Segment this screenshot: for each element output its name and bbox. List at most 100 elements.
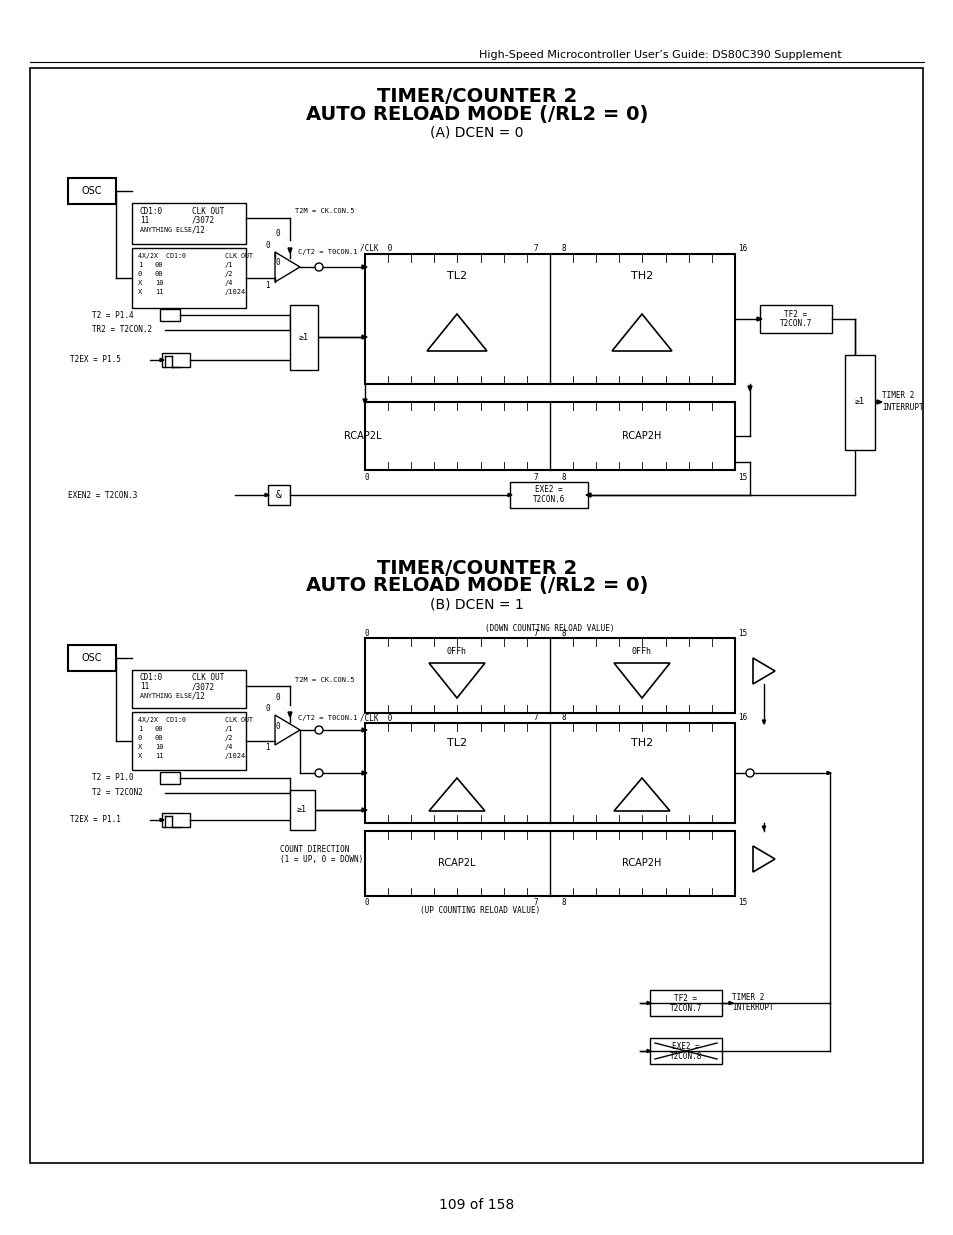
Bar <box>160 772 180 784</box>
Text: 1: 1 <box>138 262 142 268</box>
Polygon shape <box>160 358 164 362</box>
Text: CLK OUT: CLK OUT <box>192 673 224 683</box>
Text: CLK OUT: CLK OUT <box>225 718 253 722</box>
Polygon shape <box>160 819 164 821</box>
Bar <box>760 305 831 333</box>
Text: 8: 8 <box>561 629 566 637</box>
Text: T2 = T2CON2: T2 = T2CON2 <box>91 788 143 798</box>
Text: T2CON.7: T2CON.7 <box>779 320 811 329</box>
Text: T2EX = P1.1: T2EX = P1.1 <box>70 815 121 825</box>
Text: 8: 8 <box>561 899 566 908</box>
Polygon shape <box>646 1050 650 1052</box>
Text: 4X/2X  CD1:0: 4X/2X CD1:0 <box>138 718 186 722</box>
Text: RCAP2H: RCAP2H <box>621 858 661 868</box>
Bar <box>268 485 290 505</box>
Text: TF2 =: TF2 = <box>783 310 807 319</box>
Text: /1024: /1024 <box>225 289 246 295</box>
Text: High-Speed Microcontroller User’s Guide: DS80C390 Supplement: High-Speed Microcontroller User’s Guide:… <box>478 49 841 61</box>
Polygon shape <box>288 248 292 253</box>
Text: /1: /1 <box>225 262 233 268</box>
Text: 0: 0 <box>365 899 369 908</box>
Text: 00: 00 <box>154 262 163 268</box>
Bar <box>162 813 190 827</box>
Text: 7: 7 <box>533 714 537 722</box>
Text: /4: /4 <box>225 280 233 287</box>
Bar <box>132 248 246 308</box>
Text: 10: 10 <box>154 743 163 750</box>
Text: (A) DCEN = 0: (A) DCEN = 0 <box>430 125 523 140</box>
Text: 7: 7 <box>533 629 537 637</box>
Text: 1: 1 <box>138 726 142 732</box>
Text: 11: 11 <box>140 683 149 692</box>
Text: 00: 00 <box>154 735 163 741</box>
Bar <box>290 305 317 370</box>
Text: /12: /12 <box>192 692 206 700</box>
Text: CLK OUT: CLK OUT <box>225 253 253 259</box>
Text: (UP COUNTING RELOAD VALUE): (UP COUNTING RELOAD VALUE) <box>419 906 539 915</box>
Text: T2CON.7: T2CON.7 <box>669 1004 701 1014</box>
Text: 7: 7 <box>533 243 537 252</box>
Polygon shape <box>507 494 512 496</box>
Bar <box>162 353 190 367</box>
Text: ≥1: ≥1 <box>296 805 307 815</box>
Text: OSC: OSC <box>82 653 102 663</box>
Bar <box>132 671 246 708</box>
Bar <box>649 990 721 1016</box>
Text: 11: 11 <box>140 215 149 225</box>
Text: 0: 0 <box>265 704 270 714</box>
Text: 16: 16 <box>738 243 746 252</box>
Bar <box>365 403 734 471</box>
Text: /CLK  0: /CLK 0 <box>359 243 392 252</box>
Polygon shape <box>876 400 882 404</box>
Text: TH2: TH2 <box>630 739 653 748</box>
Text: 00: 00 <box>154 270 163 277</box>
Text: CLK OUT: CLK OUT <box>192 206 224 215</box>
Text: &: & <box>275 490 282 500</box>
Text: 0: 0 <box>365 473 369 483</box>
Text: 00: 00 <box>154 726 163 732</box>
Text: AUTO RELOAD MODE (/RL2 = 0): AUTO RELOAD MODE (/RL2 = 0) <box>306 105 647 124</box>
Text: 1: 1 <box>265 743 270 752</box>
Bar <box>365 722 734 823</box>
Polygon shape <box>747 387 751 391</box>
Text: TIMER 2: TIMER 2 <box>882 391 913 400</box>
Text: TL2: TL2 <box>446 270 467 282</box>
Text: 4X/2X  CD1:0: 4X/2X CD1:0 <box>138 253 186 259</box>
Text: 15: 15 <box>738 473 746 483</box>
Text: /3072: /3072 <box>192 215 214 225</box>
Text: ANYTHING ELSE: ANYTHING ELSE <box>140 693 192 699</box>
Text: /CLK  0: /CLK 0 <box>359 714 392 722</box>
Text: 7: 7 <box>533 899 537 908</box>
Text: TR2 = T2CON.2: TR2 = T2CON.2 <box>91 326 152 335</box>
Text: C/T2 = T0CON.1: C/T2 = T0CON.1 <box>297 715 357 721</box>
Text: 0FFh: 0FFh <box>447 647 467 657</box>
Text: TH2: TH2 <box>630 270 653 282</box>
Text: ANYTHING ELSE: ANYTHING ELSE <box>140 227 192 233</box>
Text: 0: 0 <box>138 735 142 741</box>
Text: T2M = CK.CON.5: T2M = CK.CON.5 <box>294 677 355 683</box>
Text: CD1:0: CD1:0 <box>140 206 163 215</box>
Text: 0: 0 <box>275 228 280 237</box>
Circle shape <box>745 769 753 777</box>
Text: /3072: /3072 <box>192 683 214 692</box>
Text: 0: 0 <box>275 694 280 703</box>
Text: 1: 1 <box>265 280 270 289</box>
Text: 109 of 158: 109 of 158 <box>439 1198 514 1212</box>
Text: 7: 7 <box>533 473 537 483</box>
Text: /2: /2 <box>225 270 233 277</box>
Text: 0: 0 <box>275 258 280 267</box>
Polygon shape <box>361 771 367 776</box>
Text: 0: 0 <box>265 241 270 249</box>
Bar <box>290 790 314 830</box>
Circle shape <box>314 726 323 734</box>
Text: 0: 0 <box>365 629 369 637</box>
Text: T2EX = P1.5: T2EX = P1.5 <box>70 356 121 364</box>
Text: /12: /12 <box>192 226 206 235</box>
Text: COUNT DIRECTION: COUNT DIRECTION <box>280 846 349 855</box>
Text: 16: 16 <box>738 714 746 722</box>
Text: (DOWN COUNTING RELOAD VALUE): (DOWN COUNTING RELOAD VALUE) <box>485 624 614 632</box>
Bar <box>30 68 923 1163</box>
Polygon shape <box>585 493 590 496</box>
Text: 15: 15 <box>738 629 746 637</box>
Text: EXEN2 = T2CON.3: EXEN2 = T2CON.3 <box>68 490 137 499</box>
